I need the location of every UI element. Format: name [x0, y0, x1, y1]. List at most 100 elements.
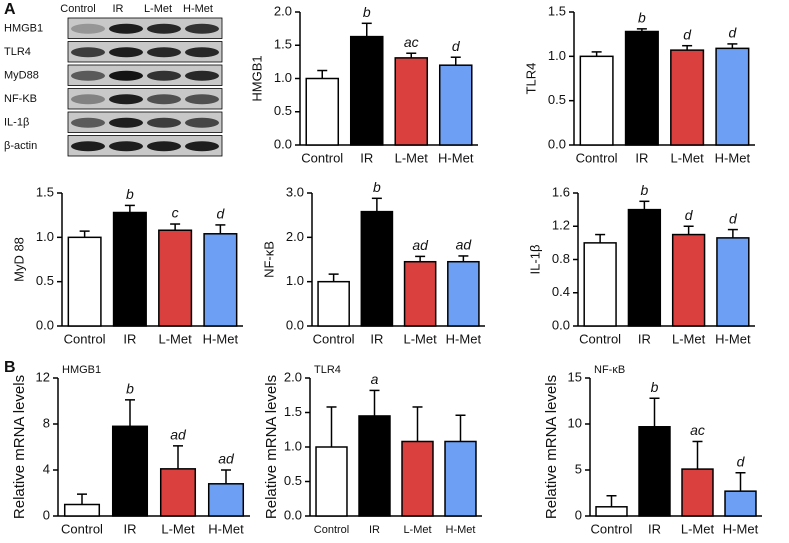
bar	[627, 208, 662, 327]
blot-band	[109, 70, 143, 81]
significance-label: d	[728, 25, 737, 41]
significance-label: b	[651, 379, 659, 395]
bar	[394, 57, 429, 146]
significance-label: b	[640, 182, 648, 198]
blot-band	[71, 23, 105, 34]
blot-row-label: IL-1β	[4, 117, 29, 129]
significance-label: ad	[456, 237, 473, 253]
x-tick-label: H-Met	[446, 331, 482, 346]
y-tick-label: 1.5	[36, 184, 54, 199]
y-tick-label: 1.6	[552, 184, 570, 199]
y-tick-label: 0	[43, 507, 50, 522]
blot-band	[109, 47, 143, 58]
y-axis-label: Relative mRNA levels	[543, 375, 560, 519]
x-tick-label: Control	[61, 521, 103, 536]
x-tick-label: Control	[313, 331, 355, 346]
blot-row-label: TLR4	[4, 46, 31, 58]
x-tick-label: H-Met	[715, 150, 751, 165]
blot-band	[147, 23, 181, 34]
blot-band	[147, 94, 181, 105]
blot-band	[109, 141, 143, 152]
blot-band	[147, 47, 181, 58]
significance-label: b	[373, 179, 381, 195]
bar	[111, 425, 149, 517]
blot-band	[185, 141, 219, 152]
x-tick-label: IR	[123, 331, 136, 346]
x-tick-label: L-Met	[681, 521, 715, 536]
blot-band	[147, 141, 181, 152]
bar	[579, 55, 614, 146]
y-tick-label: 1.2	[552, 218, 570, 233]
y-axis-label: Relative mRNA levels	[11, 375, 28, 519]
panel-label: A	[4, 1, 16, 18]
x-tick-label: Control	[64, 331, 106, 346]
y-axis-label: IL-1β	[527, 245, 542, 275]
bar	[112, 211, 147, 327]
x-tick-label: L-Met	[672, 331, 706, 346]
y-tick-label: 0.0	[548, 136, 566, 151]
y-tick-label: 10	[568, 415, 582, 430]
bar	[203, 233, 238, 327]
y-tick-label: 2.0	[274, 3, 292, 18]
bar	[583, 242, 617, 327]
x-tick-label: H-Met	[715, 331, 751, 346]
significance-label: b	[363, 4, 371, 20]
blot-row-label: HMGB1	[4, 23, 43, 35]
bar	[360, 210, 394, 327]
bar	[670, 49, 705, 146]
chart-title: TLR4	[314, 364, 341, 376]
blot-band	[185, 23, 219, 34]
y-tick-label: 0.0	[552, 317, 570, 332]
y-tick-label: 1.0	[286, 273, 304, 288]
y-axis-label: Relative mRNA levels	[263, 375, 280, 519]
blot-row-label: NF-KB	[4, 93, 37, 105]
y-tick-label: 0.4	[552, 284, 570, 299]
blot-band	[185, 94, 219, 105]
blot-band	[185, 47, 219, 58]
panel-label: B	[4, 359, 16, 376]
blot-band	[109, 94, 143, 105]
bar	[315, 446, 348, 517]
y-tick-label: 0.0	[286, 317, 304, 332]
bar	[715, 47, 750, 146]
y-tick-label: 0.5	[274, 103, 292, 118]
y-tick-label: 12	[36, 369, 50, 384]
blot-band	[71, 94, 105, 105]
bar	[63, 503, 101, 517]
bar	[724, 490, 757, 517]
bar	[438, 64, 473, 146]
significance-label: ac	[690, 422, 705, 438]
significance-label: d	[685, 207, 694, 223]
chart-title: NF-κB	[594, 364, 625, 376]
significance-label: b	[126, 381, 134, 397]
significance-label: d	[216, 206, 225, 222]
y-tick-label: 0.0	[36, 317, 54, 332]
significance-label: d	[729, 210, 738, 226]
x-tick-label: IR	[638, 331, 651, 346]
y-tick-label: 0.5	[36, 273, 54, 288]
significance-label: ac	[404, 34, 419, 50]
blot-band	[109, 23, 143, 34]
x-tick-label: L-Met	[161, 521, 195, 536]
blot-column-label: H-Met	[183, 3, 213, 15]
x-tick-label: H-Met	[438, 150, 474, 165]
x-tick-label: L-Met	[395, 150, 429, 165]
blot-band	[71, 117, 105, 128]
x-tick-label: H-Met	[446, 524, 476, 536]
y-axis-label: TLR4	[523, 63, 538, 95]
y-tick-label: 0.0	[284, 507, 302, 522]
y-tick-label: 0.5	[548, 92, 566, 107]
significance-label: c	[172, 205, 179, 221]
blot-strip	[67, 41, 223, 63]
blot-column-label: Control	[60, 3, 95, 15]
blot-column-label: L-Met	[144, 3, 172, 15]
significance-label: b	[638, 10, 646, 26]
bar	[595, 506, 628, 517]
x-tick-label: H-Met	[208, 521, 244, 536]
y-tick-label: 0	[575, 507, 582, 522]
bar	[158, 229, 193, 327]
bar	[159, 468, 197, 517]
y-tick-label: 2.0	[286, 229, 304, 244]
bar	[638, 426, 671, 517]
y-axis-label: NF-κB	[261, 241, 276, 278]
